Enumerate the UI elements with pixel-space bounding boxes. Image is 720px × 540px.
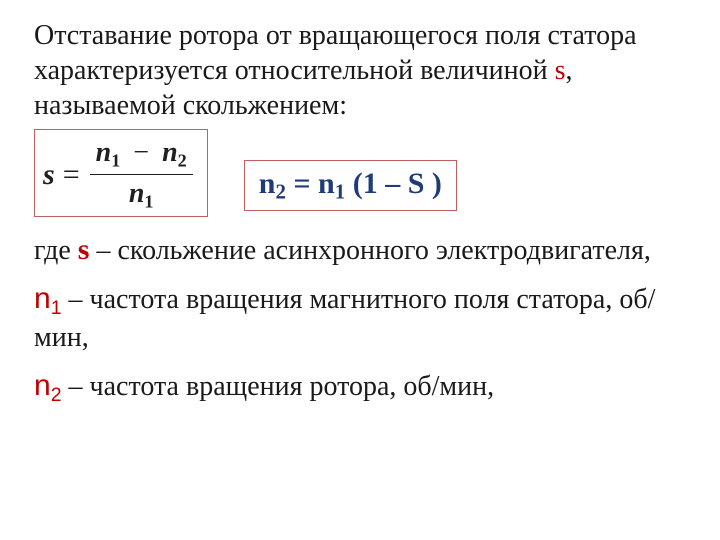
formula-lhs: s [43,158,55,192]
def-n1-letter: n [34,282,51,315]
f2-n1-sub: 1 [335,179,346,203]
f2-n1: n [318,167,335,200]
den-n1-sub: 1 [144,192,153,212]
formula-eq: = [55,158,90,192]
num-n2-sub: 2 [178,150,187,170]
def-n1-text: – частота вращения магнитного поля стато… [34,284,655,353]
num-n1-sub: 1 [111,150,120,170]
def-n2: n2 – частота вращения ротора, об/мин, [34,367,686,407]
slip-formula: s = n1 − n2 n1 [43,136,193,214]
f2-n2: n [259,167,276,200]
slide-content: Отставание ротора от вращающегося поля с… [0,0,720,408]
intro-part1: Отставание ротора от вращающегося поля с… [34,20,637,86]
n2-formula-box: n2 = n1 (1 – S ) [244,160,457,211]
den-n1: n [129,178,145,209]
def-where: где [34,235,78,266]
def-s-symbol: s [78,233,90,266]
num-minus: − [127,137,155,168]
def-s-text: – скольжение асинхронного электродвигате… [89,235,650,266]
fraction-denominator: n1 [123,177,160,213]
fraction-numerator: n1 − n2 [90,136,193,172]
slip-formula-box: s = n1 − n2 n1 [34,129,208,217]
f2-n2-sub: 2 [275,179,286,203]
formula-fraction: n1 − n2 n1 [90,136,193,214]
n2-formula: n2 = n1 (1 – S ) [259,167,442,200]
def-n2-letter: n [34,369,51,402]
def-n2-sub: 2 [51,384,62,406]
formula-row: s = n1 − n2 n1 n2 = n1 (1 – S ) [34,129,686,217]
def-n1-symbol: n1 [34,282,62,315]
def-n2-text: – частота вращения ротора, об/мин, [62,371,495,402]
f2-rest: (1 – S ) [345,167,442,200]
f2-eq: = [286,167,318,200]
def-n2-symbol: n2 [34,369,62,402]
fraction-bar [90,174,193,175]
def-s: где s – скольжение асинхронного электрод… [34,231,686,269]
num-n1: n [96,137,112,168]
intro-s-symbol: s [555,55,566,86]
def-n1: n1 – частота вращения магнитного поля ст… [34,280,686,355]
def-n1-sub: 1 [51,297,62,319]
num-n2: n [162,137,178,168]
intro-paragraph: Отставание ротора от вращающегося поля с… [34,18,686,123]
